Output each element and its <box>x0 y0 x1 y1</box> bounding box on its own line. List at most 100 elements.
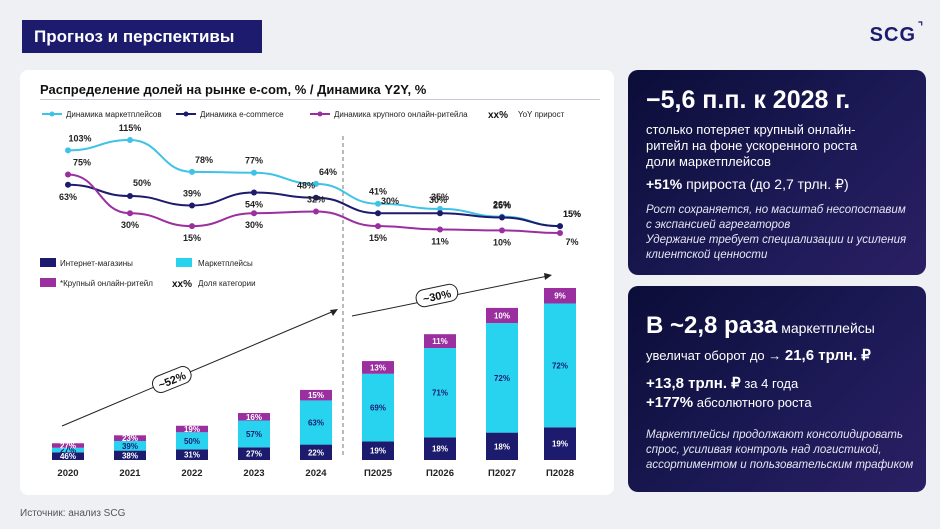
x-tick-8: П2028 <box>546 468 574 479</box>
panel1-body-1: столько потеряет крупный онлайн- <box>646 122 856 137</box>
bar-2-5 <box>362 361 394 374</box>
source-note: Источник: анализ SCG <box>20 508 126 519</box>
panel1-note-3: Удержание требует специализации и усилен… <box>646 234 907 246</box>
series-label-1-7: 25% <box>493 201 511 211</box>
panel2-line2: увеличат оборот до → 21,6 трлн. ₽ <box>646 347 871 364</box>
x-tick-3: 2023 <box>243 468 264 479</box>
series-point-2-1 <box>127 210 133 217</box>
series-label-1-4: 48% <box>297 181 315 191</box>
series-point-2-8 <box>557 230 563 236</box>
x-tick-6: П2026 <box>426 468 454 479</box>
series-point-1-4 <box>313 194 319 201</box>
bar-label-0-8: 19% <box>552 440 568 449</box>
bar-label-0-7: 18% <box>494 442 510 451</box>
panel1-note-4: клиентской ценности <box>646 249 768 261</box>
legend-bar-label-0: Интернет-магазины <box>60 259 133 268</box>
bar-2-0 <box>52 443 84 448</box>
bar-0-1 <box>114 450 146 460</box>
series-point-1-0 <box>65 181 71 188</box>
series-point-1-7 <box>499 214 505 221</box>
bar-label-1-5: 69% <box>370 404 386 413</box>
bar-2-6 <box>424 334 456 349</box>
bar-2-1 <box>114 435 146 441</box>
series-point-2-0 <box>65 171 71 178</box>
panel1-note-1: Рост сохраняется, но масштаб несопостави… <box>646 204 906 216</box>
series-label-2-3: 30% <box>245 220 263 230</box>
panel1-body-2: ритейл на фоне ускоренного роста <box>646 138 858 153</box>
panel1-body-3: доли маркетплейсов <box>646 154 771 169</box>
annotation-bubble-2 <box>415 283 459 308</box>
growth-arrow-1 <box>61 310 335 427</box>
bar-label-2-3: 16% <box>246 413 262 422</box>
bar-label-1-2: 50% <box>184 437 200 446</box>
legend-line-dot-1 <box>183 111 189 117</box>
series-point-2-6 <box>437 226 443 233</box>
bar-label-0-1: 38% <box>122 451 138 460</box>
bar-1-4 <box>300 400 332 445</box>
legend-bar-swatch-0 <box>40 258 56 267</box>
panel2-note-1: Маркетплейсы продолжают консолидировать <box>646 429 903 441</box>
bar-label-2-6: 11% <box>432 337 448 346</box>
legend-line-label-2: Динамика крупного онлайн-ритейла <box>334 110 468 119</box>
panel1-headline: −5,6 п.п. к 2028 г. <box>646 86 851 114</box>
panel2-stat2: +177% абсолютного роста <box>646 394 812 411</box>
panel2-note-2: спрос, усиливая контроль над логистикой, <box>646 444 882 456</box>
series-label-2-6: 11% <box>431 237 449 247</box>
bar-1-2 <box>176 432 208 450</box>
bar-label-2-2: 19% <box>184 425 200 434</box>
bar-1-1 <box>114 440 146 451</box>
legend-line-label-0: Динамика маркетплейсов <box>66 110 162 119</box>
x-tick-0: 2020 <box>57 468 78 479</box>
x-tick-2: 2022 <box>181 468 202 479</box>
bar-label-0-2: 31% <box>184 451 200 460</box>
x-tick-5: П2025 <box>364 468 393 479</box>
bar-0-6 <box>424 437 456 460</box>
series-point-1-6 <box>437 210 443 217</box>
page-title: Прогноз и перспективы <box>22 20 262 53</box>
bar-label-0-5: 19% <box>370 447 386 456</box>
series-point-0-5 <box>375 200 381 207</box>
bar-label-0-4: 22% <box>308 448 324 457</box>
series-label-1-2: 39% <box>183 188 201 198</box>
x-tick-1: 2021 <box>119 468 141 479</box>
bar-0-3 <box>238 447 270 460</box>
series-label-2-0: 75% <box>73 157 91 167</box>
series-label-2-1: 30% <box>121 220 139 230</box>
legend-yoy-label: YoY прирост <box>518 110 565 119</box>
bar-2-3 <box>238 413 270 421</box>
bar-2-7 <box>486 307 518 324</box>
series-point-1-8 <box>557 223 563 230</box>
bar-label-1-1: 39% <box>122 442 138 451</box>
growth-arrow-1-head <box>330 309 338 316</box>
series-point-2-7 <box>499 227 505 234</box>
series-label-2-4: 32% <box>307 194 325 204</box>
series-label-1-0: 63% <box>59 192 77 202</box>
series-label-0-7: 26% <box>493 200 511 210</box>
annotation-text-2: ~30% <box>422 288 453 306</box>
series-label-0-0: 103% <box>68 133 91 143</box>
series-label-0-2: 78% <box>195 155 213 165</box>
panel2-note-3: ассортиментом и пользовательским трафико… <box>646 459 914 471</box>
insight-panel-marketplace-growth: В ~2,8 раза маркетплейсы увеличат оборот… <box>628 286 926 492</box>
bar-label-0-6: 18% <box>432 445 448 454</box>
chart-title-divider <box>40 99 600 100</box>
legend-yoy-marker: xx% <box>488 110 508 121</box>
bar-label-1-7: 72% <box>494 374 510 383</box>
series-label-0-4: 64% <box>319 167 337 177</box>
legend-line-dot-2 <box>317 111 323 117</box>
series-label-2-2: 15% <box>183 233 201 243</box>
series-point-2-2 <box>189 223 195 230</box>
bar-label-2-5: 13% <box>370 363 386 372</box>
bar-label-1-6: 71% <box>432 389 448 398</box>
bar-1-7 <box>486 323 518 433</box>
growth-arrow-2-head <box>544 273 552 280</box>
bar-1-6 <box>424 348 456 438</box>
series-point-1-3 <box>251 189 257 196</box>
bar-2-2 <box>176 425 208 433</box>
bar-label-0-0: 46% <box>60 452 76 461</box>
series-label-1-6: 30% <box>429 195 447 205</box>
bar-0-5 <box>362 441 394 460</box>
bar-label-2-0: 27% <box>60 442 76 451</box>
series-point-0-3 <box>251 169 257 176</box>
